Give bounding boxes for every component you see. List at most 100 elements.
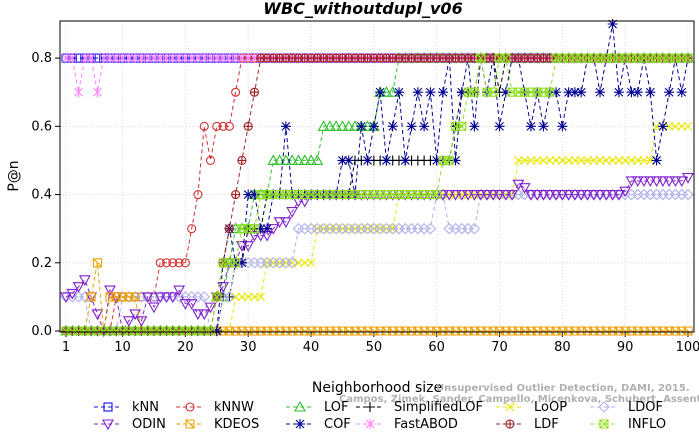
legend-item: LoOP <box>496 400 567 415</box>
data-point <box>135 316 148 327</box>
data-point <box>569 87 580 98</box>
legend-marker <box>505 402 515 412</box>
data-point <box>343 155 354 166</box>
data-point <box>556 190 569 201</box>
data-point <box>92 258 102 268</box>
data-point <box>160 292 173 304</box>
data-point <box>657 121 668 132</box>
data-point <box>286 256 298 269</box>
legend-marker <box>598 401 610 413</box>
data-point <box>387 121 398 132</box>
data-point <box>626 87 637 98</box>
data-point <box>550 190 562 201</box>
data-point <box>645 87 656 98</box>
data-point <box>606 190 619 201</box>
data-point <box>424 222 437 235</box>
data-point <box>437 87 448 98</box>
data-point <box>481 190 493 201</box>
data-point <box>538 121 549 132</box>
data-point <box>557 121 568 132</box>
legend-marker <box>295 419 305 429</box>
data-point <box>551 87 562 98</box>
data-point <box>249 87 260 97</box>
data-point <box>526 156 536 165</box>
data-point <box>563 87 574 98</box>
data-point <box>513 156 523 165</box>
data-point <box>243 53 253 64</box>
x-tick-label: 100 <box>676 340 699 355</box>
data-point <box>311 154 324 165</box>
data-point <box>568 190 581 201</box>
data-point <box>444 155 454 165</box>
legend-label: ODIN <box>132 417 166 432</box>
data-point <box>143 53 153 64</box>
y-tick-label: 0.4 <box>31 188 52 203</box>
x-tick-label: 1 <box>62 340 70 355</box>
data-point <box>243 292 253 302</box>
series-line <box>66 23 689 332</box>
data-point <box>217 282 230 293</box>
x-tick-label: 50 <box>366 340 383 355</box>
legend-label: LDOF <box>628 400 663 415</box>
data-point <box>262 223 273 234</box>
x-axis-label: Neighborhood size <box>312 380 442 396</box>
data-point <box>493 190 506 201</box>
legend-item: KDEOS <box>176 417 259 432</box>
data-point <box>67 53 77 64</box>
data-point <box>614 156 624 165</box>
x-tick-label: 60 <box>428 340 445 355</box>
data-point <box>419 121 430 132</box>
data-point <box>92 53 102 63</box>
legend-label: kNNW <box>214 400 254 415</box>
data-point <box>236 257 247 268</box>
data-point <box>476 53 486 63</box>
data-point <box>273 217 286 228</box>
data-point <box>444 190 454 199</box>
legend-label: LDF <box>534 417 559 432</box>
legend-label: SimplifiedLOF <box>394 400 483 415</box>
legend-item: LDF <box>496 417 559 432</box>
data-point <box>237 53 247 64</box>
legend-marker <box>103 402 113 412</box>
data-point <box>141 292 154 304</box>
data-point <box>664 121 674 131</box>
data-point <box>206 53 215 64</box>
data-point <box>199 121 209 131</box>
data-point <box>199 53 209 64</box>
data-point <box>381 155 392 166</box>
data-point <box>187 224 197 234</box>
data-point <box>223 291 236 303</box>
legend-label: KDEOS <box>214 417 259 432</box>
data-point <box>570 156 580 165</box>
data-point <box>267 154 280 165</box>
y-tick-label: 0.0 <box>31 324 52 339</box>
data-point <box>638 176 650 188</box>
data-point <box>306 258 316 268</box>
data-point <box>193 53 203 64</box>
data-point <box>193 190 203 200</box>
data-point <box>564 156 574 165</box>
data-point <box>168 258 178 268</box>
data-point <box>212 121 222 131</box>
data-point <box>474 190 487 201</box>
series-kdeos <box>61 258 693 336</box>
data-point <box>154 292 167 304</box>
data-point <box>179 299 192 310</box>
data-point <box>161 258 172 268</box>
data-point <box>595 87 606 98</box>
data-point <box>675 176 688 188</box>
data-point <box>576 87 587 98</box>
data-point <box>431 155 442 166</box>
data-point <box>449 190 462 201</box>
data-point <box>587 190 600 201</box>
plot-frame <box>59 20 695 333</box>
data-point <box>451 190 460 199</box>
data-point <box>330 120 343 131</box>
data-point <box>231 292 241 302</box>
data-point <box>79 291 91 303</box>
data-point <box>72 282 85 293</box>
data-point <box>198 291 211 303</box>
data-point <box>224 121 234 131</box>
data-point <box>273 154 286 165</box>
data-point <box>180 53 190 64</box>
